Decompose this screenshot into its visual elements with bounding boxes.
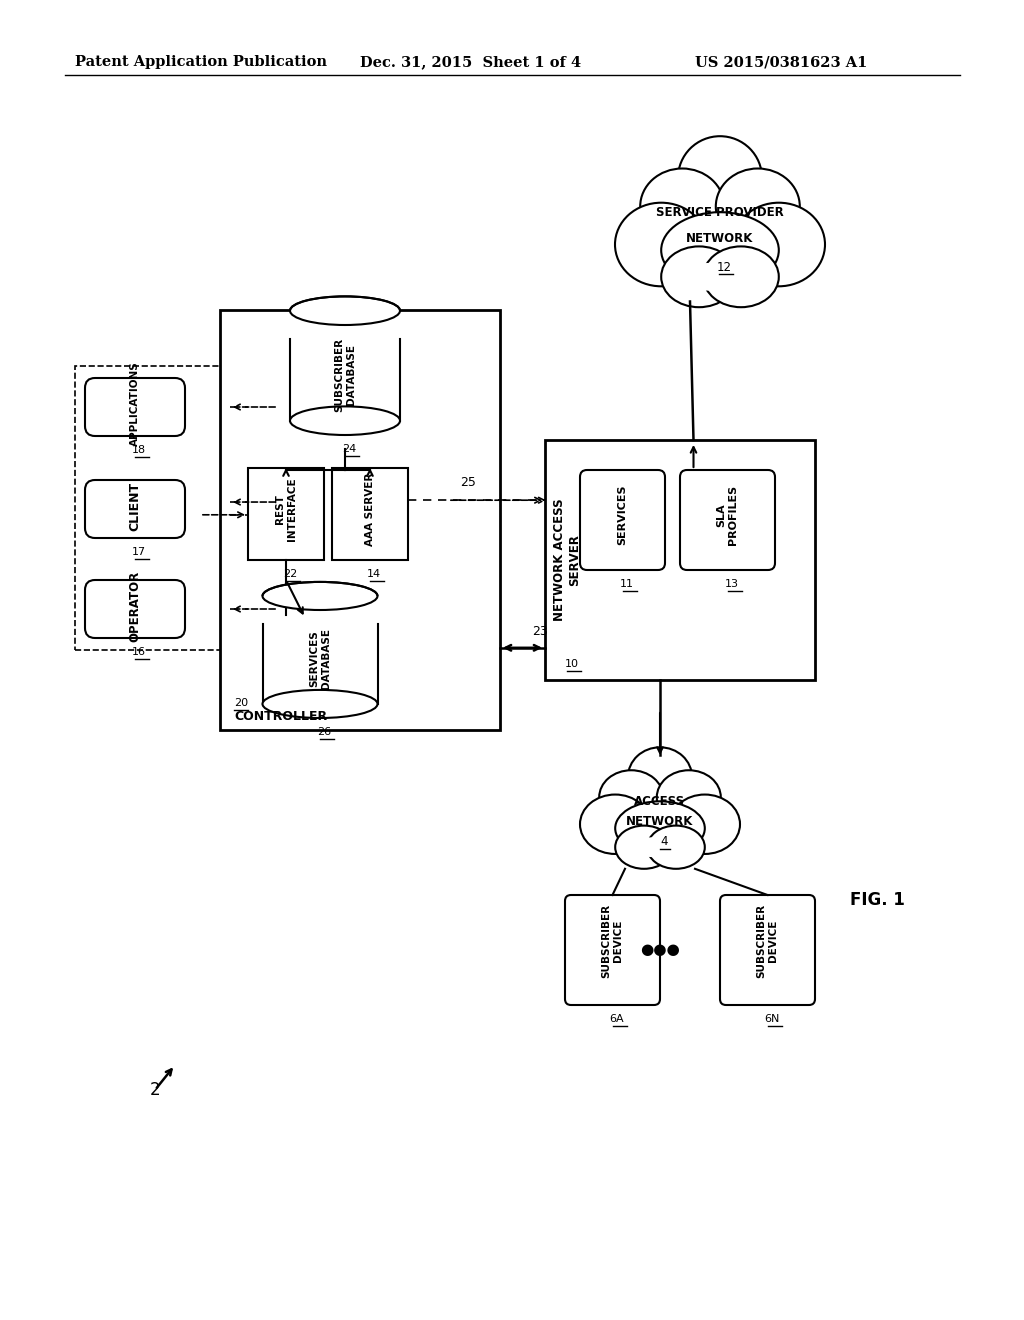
- Text: NETWORK ACCESS
SERVER: NETWORK ACCESS SERVER: [553, 499, 581, 622]
- Text: SUBSCRIBER
DEVICE: SUBSCRIBER DEVICE: [757, 904, 778, 978]
- Ellipse shape: [290, 297, 400, 325]
- Bar: [290, 339, 400, 421]
- Text: 10: 10: [565, 659, 579, 669]
- Text: ●●●: ●●●: [640, 942, 680, 957]
- Text: SERVICE PROVIDER: SERVICE PROVIDER: [656, 206, 784, 219]
- Ellipse shape: [615, 825, 673, 869]
- FancyBboxPatch shape: [680, 470, 775, 570]
- Ellipse shape: [716, 169, 800, 244]
- Ellipse shape: [628, 747, 692, 807]
- FancyBboxPatch shape: [720, 895, 815, 1005]
- Text: OPERATOR: OPERATOR: [128, 570, 141, 642]
- Ellipse shape: [640, 169, 724, 244]
- Ellipse shape: [732, 203, 825, 286]
- Ellipse shape: [290, 407, 400, 436]
- Text: SERVICES
DATABASE: SERVICES DATABASE: [309, 628, 331, 689]
- Text: 12: 12: [717, 261, 731, 273]
- Text: 20: 20: [234, 698, 248, 708]
- Text: 22: 22: [283, 569, 297, 579]
- Ellipse shape: [262, 690, 378, 718]
- Bar: [332, 469, 408, 560]
- FancyBboxPatch shape: [565, 895, 660, 1005]
- Text: CONTROLLER: CONTROLLER: [234, 710, 327, 722]
- Bar: [545, 440, 815, 680]
- Ellipse shape: [670, 795, 740, 854]
- Ellipse shape: [580, 795, 650, 854]
- Text: NETWORK: NETWORK: [686, 232, 754, 246]
- Bar: [262, 624, 378, 704]
- FancyBboxPatch shape: [85, 579, 185, 638]
- Text: Patent Application Publication: Patent Application Publication: [75, 55, 327, 69]
- Text: 24: 24: [342, 444, 356, 454]
- Text: 14: 14: [367, 569, 381, 579]
- Ellipse shape: [620, 837, 700, 857]
- Text: 25: 25: [460, 475, 476, 488]
- Ellipse shape: [662, 247, 737, 308]
- Text: US 2015/0381623 A1: US 2015/0381623 A1: [695, 55, 867, 69]
- Ellipse shape: [262, 582, 378, 610]
- Text: 4: 4: [660, 836, 668, 849]
- FancyBboxPatch shape: [85, 378, 185, 436]
- FancyBboxPatch shape: [85, 480, 185, 539]
- Text: 6A: 6A: [609, 1014, 624, 1024]
- Text: SUBSCRIBER
DATABASE: SUBSCRIBER DATABASE: [334, 338, 355, 412]
- FancyBboxPatch shape: [580, 470, 665, 570]
- Text: 11: 11: [620, 579, 634, 589]
- Ellipse shape: [662, 213, 779, 288]
- Text: 18: 18: [132, 445, 146, 455]
- Ellipse shape: [615, 203, 708, 286]
- Text: NETWORK: NETWORK: [627, 814, 693, 828]
- Text: ACCESS: ACCESS: [635, 795, 685, 808]
- Text: CLIENT: CLIENT: [128, 482, 141, 531]
- Text: AAA SERVER: AAA SERVER: [365, 473, 375, 546]
- Text: 13: 13: [725, 579, 738, 589]
- Ellipse shape: [678, 136, 762, 220]
- Text: SLA
PROFILES: SLA PROFILES: [717, 484, 738, 545]
- Text: 17: 17: [132, 546, 146, 557]
- Ellipse shape: [668, 263, 772, 290]
- Text: 2: 2: [150, 1081, 161, 1100]
- Ellipse shape: [599, 771, 664, 824]
- Bar: [220, 310, 500, 730]
- Text: FIG. 1: FIG. 1: [850, 891, 905, 909]
- Text: SERVICES: SERVICES: [617, 484, 628, 545]
- Text: 26: 26: [317, 727, 331, 737]
- Ellipse shape: [656, 771, 721, 824]
- Text: APPLICATIONS: APPLICATIONS: [130, 362, 140, 446]
- Bar: [75, 366, 230, 649]
- Ellipse shape: [703, 247, 779, 308]
- Text: SUBSCRIBER
DEVICE: SUBSCRIBER DEVICE: [602, 904, 624, 978]
- Text: 16: 16: [132, 647, 146, 657]
- Ellipse shape: [615, 801, 705, 855]
- Text: Dec. 31, 2015  Sheet 1 of 4: Dec. 31, 2015 Sheet 1 of 4: [360, 55, 582, 69]
- Text: REST
INTERFACE: REST INTERFACE: [275, 478, 297, 541]
- Text: 23: 23: [532, 626, 548, 639]
- Ellipse shape: [647, 825, 705, 869]
- Bar: [248, 469, 324, 560]
- Text: 6N: 6N: [764, 1014, 779, 1024]
